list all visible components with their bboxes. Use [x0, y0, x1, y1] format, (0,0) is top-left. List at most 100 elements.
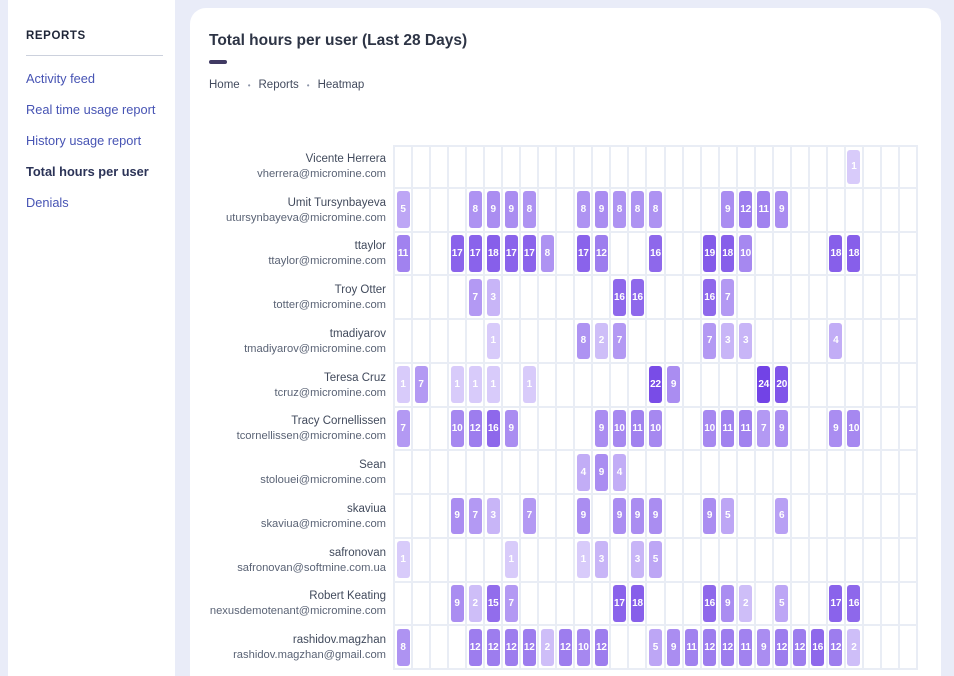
heatmap-value-cell[interactable]: 11 — [396, 235, 410, 272]
heatmap-value-cell[interactable]: 9 — [504, 410, 518, 447]
heatmap-value-cell[interactable]: 7 — [703, 322, 717, 360]
heatmap-value-cell[interactable]: 11 — [685, 628, 699, 666]
heatmap-value-cell[interactable]: 10 — [576, 628, 590, 666]
heatmap-value-cell[interactable]: 4 — [576, 453, 590, 491]
sidebar-item-denials[interactable]: Denials — [26, 195, 69, 210]
heatmap-value-cell[interactable]: 12 — [468, 628, 482, 666]
heatmap-value-cell[interactable]: 1 — [468, 366, 482, 403]
heatmap-value-cell[interactable]: 16 — [811, 628, 825, 666]
heatmap-value-cell[interactable]: 24 — [757, 366, 771, 403]
heatmap-value-cell[interactable]: 9 — [703, 497, 717, 535]
heatmap-value-cell[interactable]: 12 — [558, 628, 572, 666]
heatmap-value-cell[interactable]: 9 — [504, 191, 518, 228]
heatmap-value-cell[interactable]: 2 — [468, 585, 482, 622]
breadcrumb-home[interactable]: Home — [209, 79, 240, 91]
heatmap-value-cell[interactable]: 16 — [486, 410, 500, 447]
heatmap-value-cell[interactable]: 17 — [468, 235, 482, 272]
heatmap-value-cell[interactable]: 1 — [396, 366, 410, 403]
sidebar-item-activity-feed[interactable]: Activity feed — [26, 71, 95, 86]
heatmap-value-cell[interactable]: 5 — [775, 585, 789, 622]
heatmap-value-cell[interactable]: 16 — [612, 278, 626, 316]
heatmap-value-cell[interactable]: 11 — [757, 191, 771, 228]
heatmap-value-cell[interactable]: 15 — [486, 585, 500, 622]
heatmap-value-cell[interactable]: 10 — [847, 410, 861, 447]
heatmap-value-cell[interactable]: 8 — [576, 322, 590, 360]
heatmap-value-cell[interactable]: 12 — [594, 235, 608, 272]
heatmap-value-cell[interactable]: 12 — [793, 628, 807, 666]
heatmap-value-cell[interactable]: 9 — [486, 191, 500, 228]
heatmap-value-cell[interactable]: 6 — [775, 497, 789, 535]
heatmap-value-cell[interactable]: 8 — [612, 191, 626, 228]
heatmap-value-cell[interactable]: 16 — [648, 235, 663, 272]
heatmap-value-cell[interactable]: 12 — [829, 628, 843, 666]
sidebar-item-real-time-usage-report[interactable]: Real time usage report — [26, 102, 156, 117]
heatmap-value-cell[interactable]: 5 — [648, 541, 663, 578]
heatmap-value-cell[interactable]: 9 — [721, 191, 735, 228]
heatmap-value-cell[interactable]: 9 — [630, 497, 644, 535]
heatmap-value-cell[interactable]: 9 — [829, 410, 843, 447]
heatmap-value-cell[interactable]: 16 — [847, 585, 861, 622]
heatmap-value-cell[interactable]: 8 — [396, 628, 410, 666]
heatmap-value-cell[interactable]: 7 — [522, 497, 536, 535]
heatmap-value-cell[interactable]: 18 — [721, 235, 735, 272]
heatmap-value-cell[interactable]: 10 — [648, 410, 663, 447]
heatmap-value-cell[interactable]: 16 — [703, 585, 717, 622]
heatmap-value-cell[interactable]: 17 — [504, 235, 518, 272]
heatmap-value-cell[interactable]: 12 — [739, 191, 753, 228]
heatmap-value-cell[interactable]: 1 — [396, 541, 410, 578]
heatmap-value-cell[interactable]: 17 — [522, 235, 536, 272]
sidebar-item-total-hours-per-user[interactable]: Total hours per user — [26, 164, 149, 179]
breadcrumb-heatmap[interactable]: Heatmap — [317, 79, 365, 91]
heatmap-value-cell[interactable]: 8 — [576, 191, 590, 228]
heatmap-value-cell[interactable]: 12 — [721, 628, 735, 666]
heatmap-value-cell[interactable]: 9 — [612, 497, 626, 535]
heatmap-value-cell[interactable]: 12 — [703, 628, 717, 666]
heatmap-value-cell[interactable]: 5 — [648, 628, 663, 666]
heatmap-value-cell[interactable]: 17 — [450, 235, 464, 272]
heatmap-value-cell[interactable]: 2 — [540, 628, 554, 666]
sidebar-item-history-usage-report[interactable]: History usage report — [26, 133, 142, 148]
heatmap-value-cell[interactable]: 12 — [486, 628, 500, 666]
heatmap-value-cell[interactable]: 17 — [612, 585, 626, 622]
heatmap-value-cell[interactable]: 18 — [847, 235, 861, 272]
heatmap-value-cell[interactable]: 9 — [721, 585, 735, 622]
heatmap-value-cell[interactable]: 9 — [450, 497, 464, 535]
heatmap-value-cell[interactable]: 7 — [757, 410, 771, 447]
heatmap-value-cell[interactable]: 3 — [630, 541, 644, 578]
heatmap-value-cell[interactable]: 9 — [775, 410, 789, 447]
heatmap-value-cell[interactable]: 1 — [450, 366, 464, 403]
breadcrumb-reports[interactable]: Reports — [258, 79, 299, 91]
heatmap-value-cell[interactable]: 11 — [721, 410, 735, 447]
heatmap-value-cell[interactable]: 12 — [522, 628, 536, 666]
heatmap-value-cell[interactable]: 12 — [504, 628, 518, 666]
heatmap-value-cell[interactable]: 5 — [396, 191, 410, 228]
heatmap-value-cell[interactable]: 9 — [594, 191, 608, 228]
heatmap-value-cell[interactable]: 9 — [594, 410, 608, 447]
heatmap-value-cell[interactable]: 8 — [522, 191, 536, 228]
heatmap-value-cell[interactable]: 2 — [847, 628, 861, 666]
heatmap-value-cell[interactable]: 8 — [468, 191, 482, 228]
heatmap-value-cell[interactable]: 10 — [612, 410, 626, 447]
heatmap-value-cell[interactable]: 16 — [630, 278, 644, 316]
heatmap-value-cell[interactable]: 9 — [757, 628, 771, 666]
heatmap-value-cell[interactable]: 17 — [829, 585, 843, 622]
heatmap-value-cell[interactable]: 3 — [721, 322, 735, 360]
heatmap-value-cell[interactable]: 3 — [486, 497, 500, 535]
heatmap-value-cell[interactable]: 8 — [648, 191, 663, 228]
heatmap-value-cell[interactable]: 9 — [775, 191, 789, 228]
heatmap-value-cell[interactable]: 7 — [414, 366, 428, 403]
heatmap-value-cell[interactable]: 12 — [468, 410, 482, 447]
heatmap-value-cell[interactable]: 7 — [468, 497, 482, 535]
heatmap-value-cell[interactable]: 19 — [703, 235, 717, 272]
heatmap-value-cell[interactable]: 7 — [504, 585, 518, 622]
heatmap-value-cell[interactable]: 4 — [829, 322, 843, 360]
heatmap-value-cell[interactable]: 4 — [612, 453, 626, 491]
heatmap-value-cell[interactable]: 8 — [630, 191, 644, 228]
heatmap-value-cell[interactable]: 1 — [486, 366, 500, 403]
heatmap-value-cell[interactable]: 9 — [667, 628, 681, 666]
heatmap-value-cell[interactable]: 1 — [522, 366, 536, 403]
heatmap-value-cell[interactable]: 7 — [721, 278, 735, 316]
heatmap-value-cell[interactable]: 10 — [450, 410, 464, 447]
heatmap-value-cell[interactable]: 1 — [486, 322, 500, 360]
heatmap-value-cell[interactable]: 17 — [576, 235, 590, 272]
